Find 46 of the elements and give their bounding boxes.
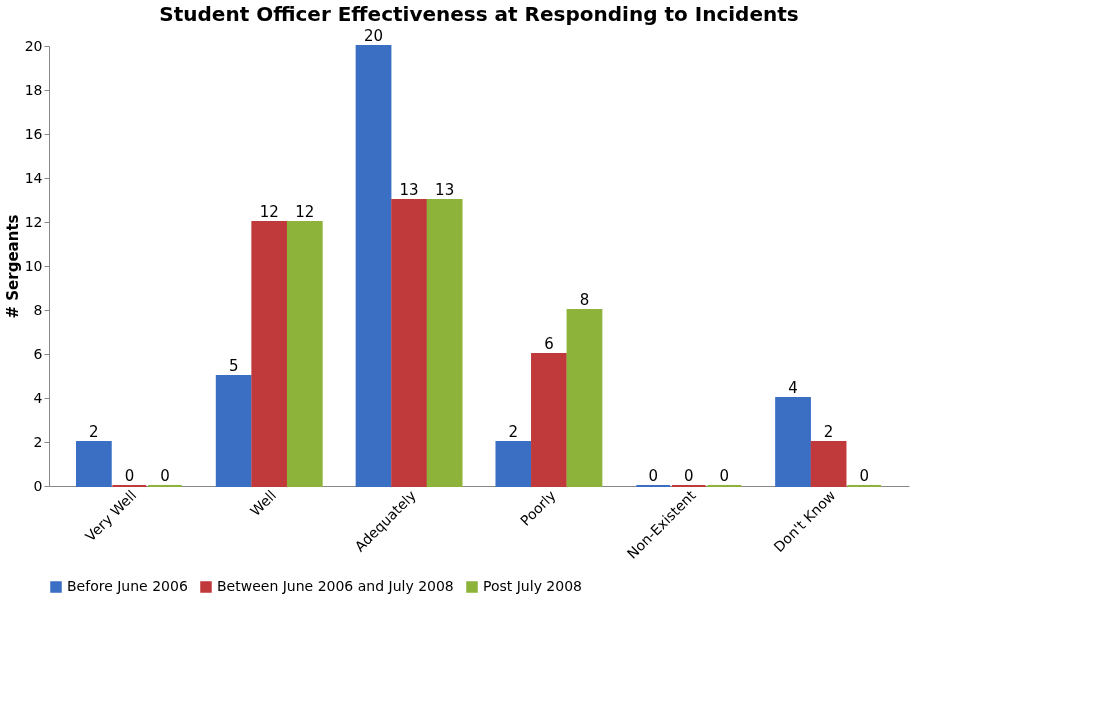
data-label: 0 [648,467,658,485]
bar [495,441,532,487]
bar [810,441,847,487]
legend-label: Post July 2008 [483,578,582,594]
data-label: 13 [399,181,419,199]
bar [286,221,323,487]
y-tick-label: 2 [33,433,43,450]
bar [531,353,567,487]
bar [391,199,427,487]
y-tick-label: 4 [33,389,43,406]
data-label: 0 [859,467,869,485]
bar [426,199,463,487]
bar [355,45,392,487]
bar [251,221,288,487]
bar [75,441,112,487]
data-label: 2 [823,423,834,441]
data-label: 12 [259,203,279,221]
legend-label: Before June 2006 [67,578,188,594]
legend-label: Between June 2006 and July 2008 [217,578,454,594]
chart-title: Student Officer Effectiveness at Responding to Incidents [159,2,799,26]
y-tick-label: 6 [33,345,43,362]
y-tick-label: 18 [24,81,43,98]
y-tick-label: 8 [33,301,43,318]
y-tick-label: 10 [24,257,43,274]
y-axis-title: # Sergeants [3,214,22,319]
data-label: 13 [435,181,455,199]
bar [775,397,811,487]
data-label: 4 [788,379,798,397]
y-tick-label: 20 [24,37,43,54]
data-label: 0 [124,467,135,485]
y-tick-label: 0 [33,477,43,494]
data-label: 2 [508,423,519,441]
data-label: 8 [579,291,590,309]
data-label: 12 [295,203,315,221]
y-tick-label: 16 [24,125,43,142]
data-label: 2 [89,423,99,441]
data-label: 20 [363,27,384,45]
data-label: 0 [719,467,730,485]
bar [215,375,252,487]
data-label: 6 [544,335,554,353]
y-tick-label: 14 [24,169,43,186]
data-label: 5 [228,357,239,375]
data-label: 0 [683,467,694,485]
y-tick-label: 12 [24,213,43,230]
bar [566,309,603,487]
data-label: 0 [160,467,170,485]
